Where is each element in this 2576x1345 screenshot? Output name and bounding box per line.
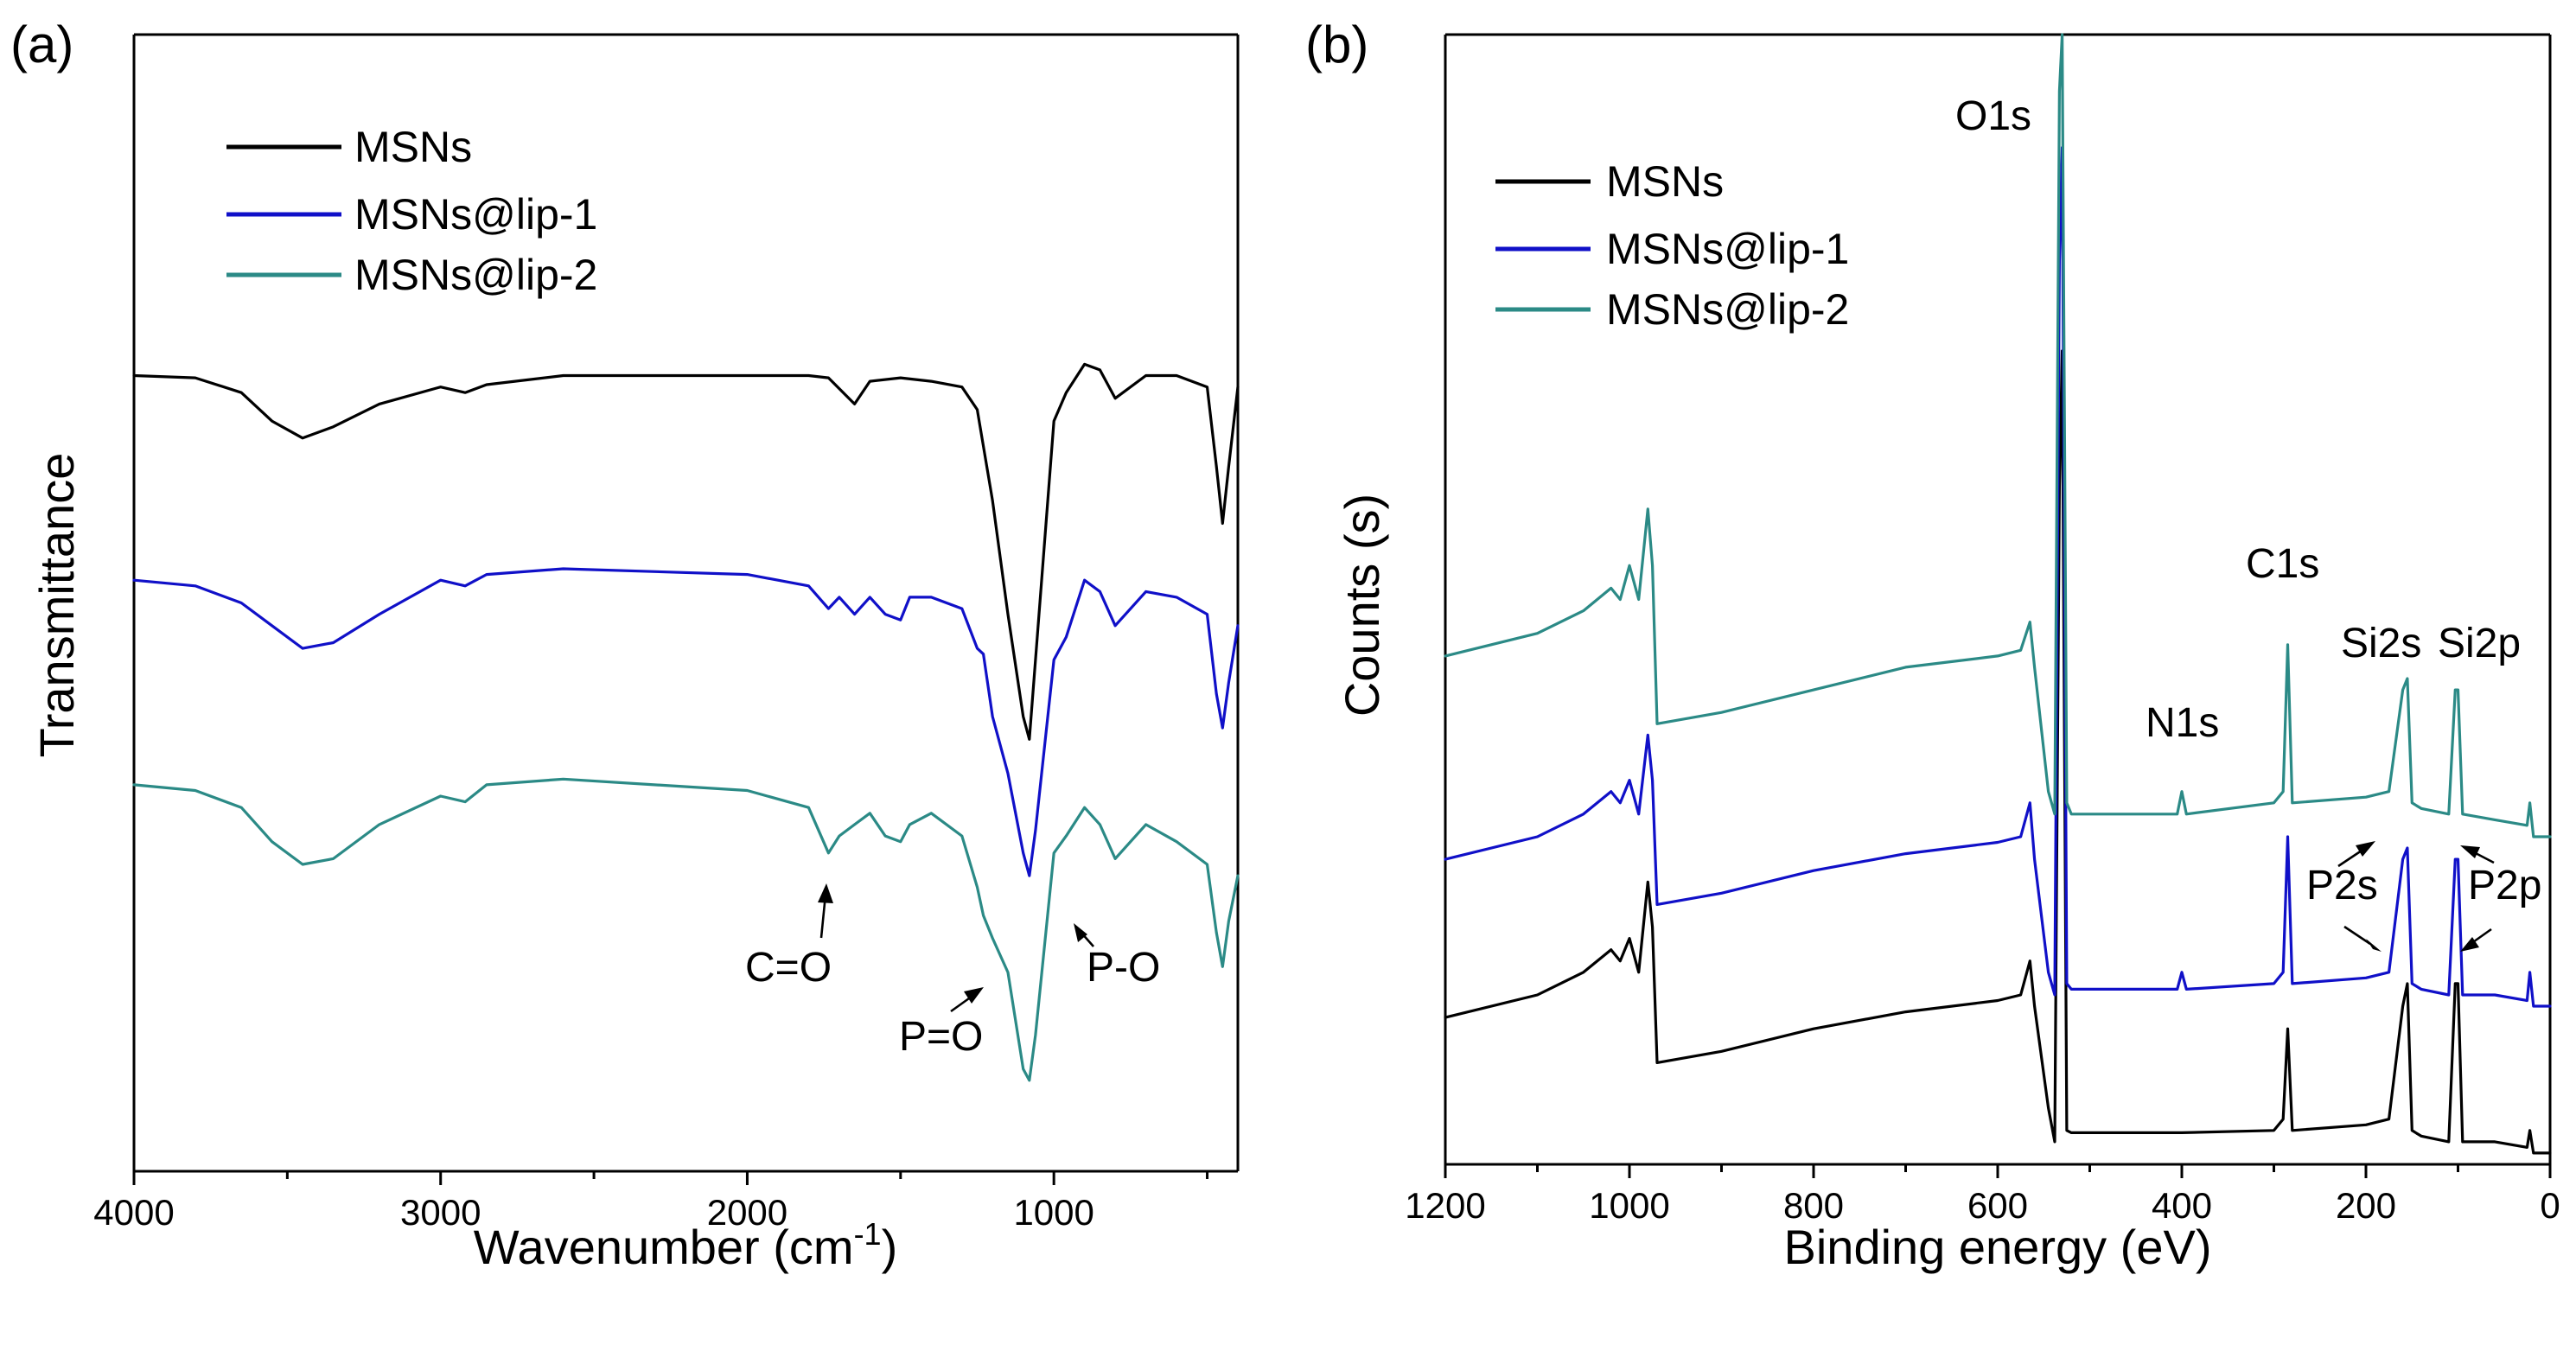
ftir-axes [132,33,1240,1173]
panel-b-label: (b) [1305,16,1368,73]
arrowhead-p2p-upper [2460,845,2480,858]
ftir-x-tick-label: 2000 [707,1192,787,1233]
xps-x-ticks: 1200 1000 800 600 400 200 0 [1405,1164,2560,1226]
xps-legend: MSNs MSNs@lip-1 MSNs@lip-2 [1495,157,1849,334]
annot-si2p: Si2p [2438,621,2521,666]
xps-legend-label-lip1: MSNs@lip-1 [1606,225,1849,273]
xps-annotations: O1s C1s N1s Si2s Si2p P2s P2p [1955,93,2541,952]
annot-c1s: C1s [2246,541,2319,587]
ftir-legend-label-lip2: MSNs@lip-2 [354,251,597,299]
xps-series-lip2 [1444,33,2552,838]
arrowhead-p2s-upper [2356,841,2375,857]
ftir-x-axis-title-main: Wavenumber (cm [474,1220,854,1274]
panel-a-label: (a) [10,16,73,73]
arrowhead-c-o [818,883,833,903]
xps-x-tick-label: 1200 [1405,1185,1485,1226]
ftir-legend-label-lip1: MSNs@lip-1 [354,190,597,239]
annot-si2s: Si2s [2341,621,2421,666]
xps-x-tick-label: 200 [2336,1185,2396,1226]
ftir-series-msns [132,362,1240,741]
ftir-x-axis-title-close: ) [882,1220,898,1274]
annot-n1s: N1s [2146,700,2219,746]
annot-p-eq-o: P=O [899,1014,983,1060]
arrow-p2s-lower [2343,925,2371,946]
ftir-legend: MSNs MSNs@lip-1 MSNs@lip-2 [226,123,597,299]
ftir-annotations: C=O P=O P-O [745,883,1160,1060]
xps-x-tick-label: 0 [2540,1185,2560,1226]
ftir-series-lip1 [132,567,1240,877]
ftir-x-tick-label: 3000 [400,1192,481,1233]
ftir-legend-label-msns: MSNs [354,123,472,171]
annot-p2s: P2s [2306,863,2378,908]
ftir-x-axis-title: Wavenumber (cm-1) [474,1216,897,1274]
arrowhead-p-eq-o [964,987,984,1004]
xps-legend-label-msns: MSNs [1606,157,1724,206]
arrowhead-p2s-lower [2366,939,2382,952]
annot-p-o: P-O [1087,945,1160,991]
ftir-panel: (a) 4000 3000 2000 1000 Transmittance Waven… [10,16,1240,1274]
arrowhead-p-o [1074,923,1087,942]
ftir-x-ticks: 4000 3000 2000 1000 [93,1171,1209,1233]
xps-series-lip1 [1444,146,2552,1008]
ftir-x-tick-label: 1000 [1013,1192,1094,1233]
xps-series-group [1444,33,2552,1155]
annot-o1s: O1s [1955,93,2031,139]
annot-c-o: C=O [745,945,832,991]
xps-panel: (b) 1200 1000 800 600 400 200 0 Counts (s) Bin… [1305,16,2560,1274]
ftir-series-lip2 [132,777,1240,1082]
xps-x-tick-label: 800 [1783,1185,1844,1226]
xps-legend-label-lip2: MSNs@lip-2 [1606,285,1849,334]
ftir-y-axis-title: Transmittance [29,453,84,758]
ftir-x-tick-label: 4000 [93,1192,174,1233]
xps-x-tick-label: 400 [2152,1185,2212,1226]
xps-y-axis-title: Counts (s) [1335,494,1389,717]
xps-x-tick-label: 600 [1967,1185,2028,1226]
xps-x-tick-label: 1000 [1589,1185,1669,1226]
ftir-series-group [132,362,1240,1082]
annot-p2p: P2p [2468,863,2541,908]
ftir-x-axis-title-sup: -1 [854,1216,882,1252]
xps-x-axis-title: Binding energy (eV) [1784,1220,2212,1274]
xps-series-msns [1444,349,2552,1155]
arrowhead-p2p-lower [2460,937,2479,952]
